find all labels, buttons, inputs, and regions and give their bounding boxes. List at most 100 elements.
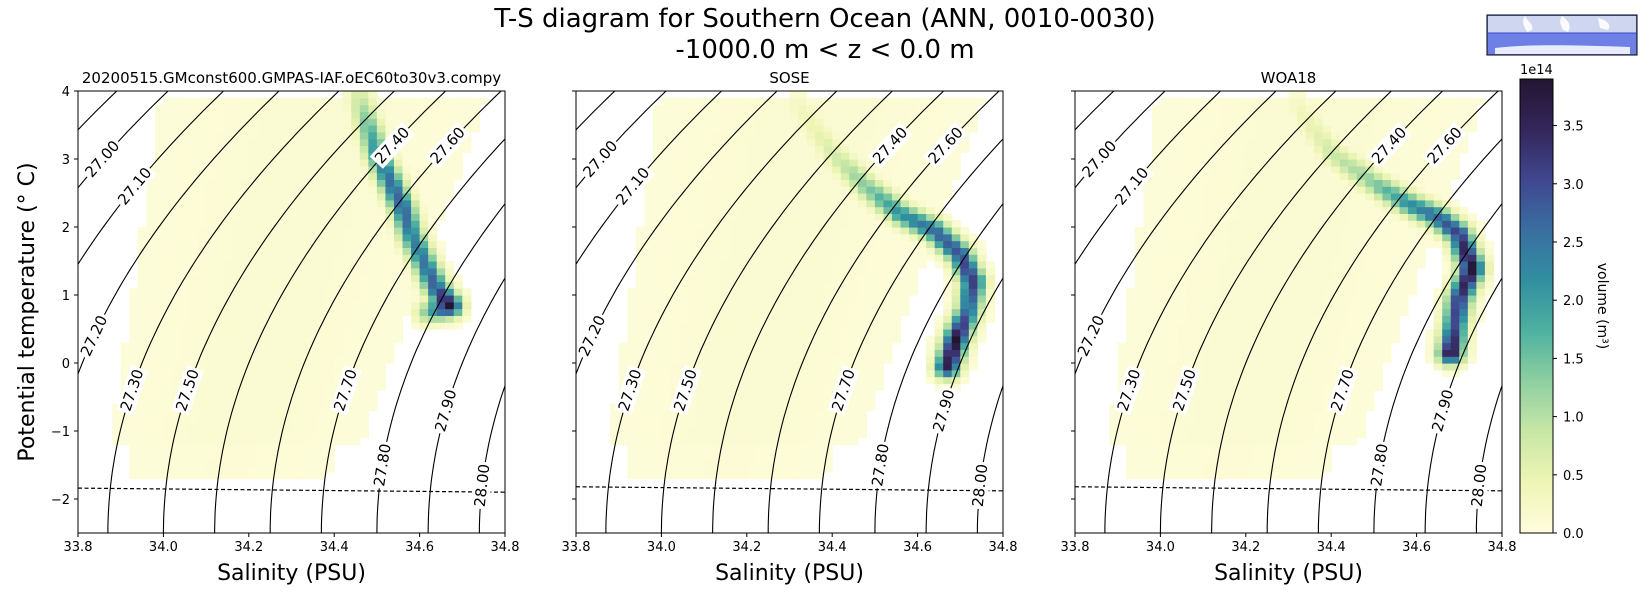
- volume-cell: [712, 431, 722, 439]
- volume-cell: [223, 383, 233, 391]
- volume-cell: [789, 444, 799, 452]
- volume-cell: [780, 267, 791, 276]
- volume-cell: [1211, 131, 1221, 140]
- volume-cell: [359, 233, 369, 242]
- volume-cell: [840, 131, 850, 140]
- volume-cell: [763, 465, 774, 473]
- volume-cell: [206, 267, 216, 276]
- volume-cell: [772, 451, 782, 459]
- volume-cell: [325, 342, 335, 350]
- volume-cell: [248, 451, 258, 459]
- volume-cell: [274, 206, 284, 214]
- volume-cell: [1245, 104, 1255, 112]
- volume-cell: [1271, 458, 1281, 466]
- volume-cell: [755, 199, 765, 208]
- volume-cell: [840, 179, 850, 187]
- volume-cell: [729, 131, 739, 140]
- volume-cell: [772, 363, 782, 371]
- volume-cell: [291, 437, 301, 446]
- volume-cell: [206, 118, 216, 126]
- volume-cell: [832, 424, 842, 432]
- volume-cell: [1134, 335, 1144, 344]
- volume-cell: [755, 233, 765, 242]
- volume-cell: [678, 131, 688, 140]
- volume-cell: [231, 301, 241, 310]
- volume-cell: [206, 206, 216, 214]
- volume-cell: [445, 159, 455, 167]
- volume-cell: [832, 342, 842, 350]
- volume-cell: [291, 390, 301, 398]
- volume-cell: [385, 349, 395, 357]
- volume-cell: [823, 390, 833, 398]
- volume-cell: [866, 356, 876, 364]
- volume-cell: [874, 131, 885, 140]
- volume-cell: [171, 301, 182, 310]
- volume-cell: [806, 193, 816, 201]
- volume-cell: [325, 267, 335, 276]
- volume-cell: [317, 254, 327, 262]
- volume-cell: [738, 254, 748, 262]
- volume-cell: [669, 125, 680, 133]
- volume-cell: [265, 471, 276, 480]
- volume-cell: [866, 397, 876, 405]
- volume-cell: [780, 451, 791, 459]
- volume-cell: [240, 376, 250, 384]
- volume-cell: [214, 118, 224, 126]
- volume-cell: [359, 131, 369, 140]
- volume-cell: [1177, 261, 1187, 269]
- volume-cell: [832, 138, 842, 146]
- volume-cell: [661, 356, 671, 364]
- volume-cell: [934, 240, 944, 248]
- volume-cell: [291, 186, 301, 194]
- volume-cell: [721, 322, 731, 330]
- volume-cell: [171, 315, 182, 323]
- volume-cell: [755, 322, 765, 330]
- volume-cell: [308, 465, 318, 473]
- volume-cell: [635, 240, 645, 248]
- volume-cell: [1160, 329, 1170, 337]
- volume-cell: [1262, 145, 1273, 153]
- volume-cell: [1151, 451, 1161, 459]
- volume-cell: [985, 274, 996, 282]
- volume-cell: [342, 125, 352, 133]
- volume-cell: [900, 172, 910, 180]
- volume-cell: [1211, 152, 1221, 160]
- volume-cell: [755, 315, 765, 323]
- volume-cell: [1228, 335, 1238, 344]
- volume-cell: [857, 410, 867, 418]
- volume-cell: [411, 118, 421, 126]
- volume-cell: [866, 193, 876, 201]
- volume-cell: [240, 220, 250, 228]
- volume-cell: [772, 227, 782, 235]
- volume-cell: [1237, 159, 1247, 167]
- volume-cell: [300, 267, 310, 276]
- volume-cell: [1160, 383, 1170, 391]
- volume-cell: [1160, 152, 1170, 160]
- volume-cell: [789, 288, 799, 296]
- volume-cell: [1194, 193, 1204, 201]
- volume-cell: [746, 424, 756, 432]
- volume-cell: [317, 261, 327, 269]
- volume-cell: [729, 254, 739, 262]
- volume-cell: [789, 322, 799, 330]
- volume-cell: [798, 111, 808, 119]
- volume-cell: [342, 97, 352, 106]
- volume-cell: [909, 97, 919, 106]
- volume-cell: [712, 451, 722, 459]
- volume-cell: [874, 213, 885, 221]
- volume-cell: [849, 329, 859, 337]
- volume-cell: [1237, 220, 1247, 228]
- volume-cell: [1151, 261, 1161, 269]
- volume-cell: [763, 172, 774, 180]
- volume-cell: [738, 159, 748, 167]
- volume-cell: [652, 220, 662, 228]
- volume-cell: [687, 206, 697, 214]
- volume-cell: [257, 369, 267, 378]
- volume-cell: [1186, 342, 1196, 350]
- volume-cell: [960, 308, 970, 316]
- volume-cell: [1177, 451, 1187, 459]
- volume-cell: [419, 186, 429, 194]
- volume-cell: [154, 301, 164, 310]
- volume-cell: [411, 322, 421, 330]
- volume-cell: [154, 104, 164, 112]
